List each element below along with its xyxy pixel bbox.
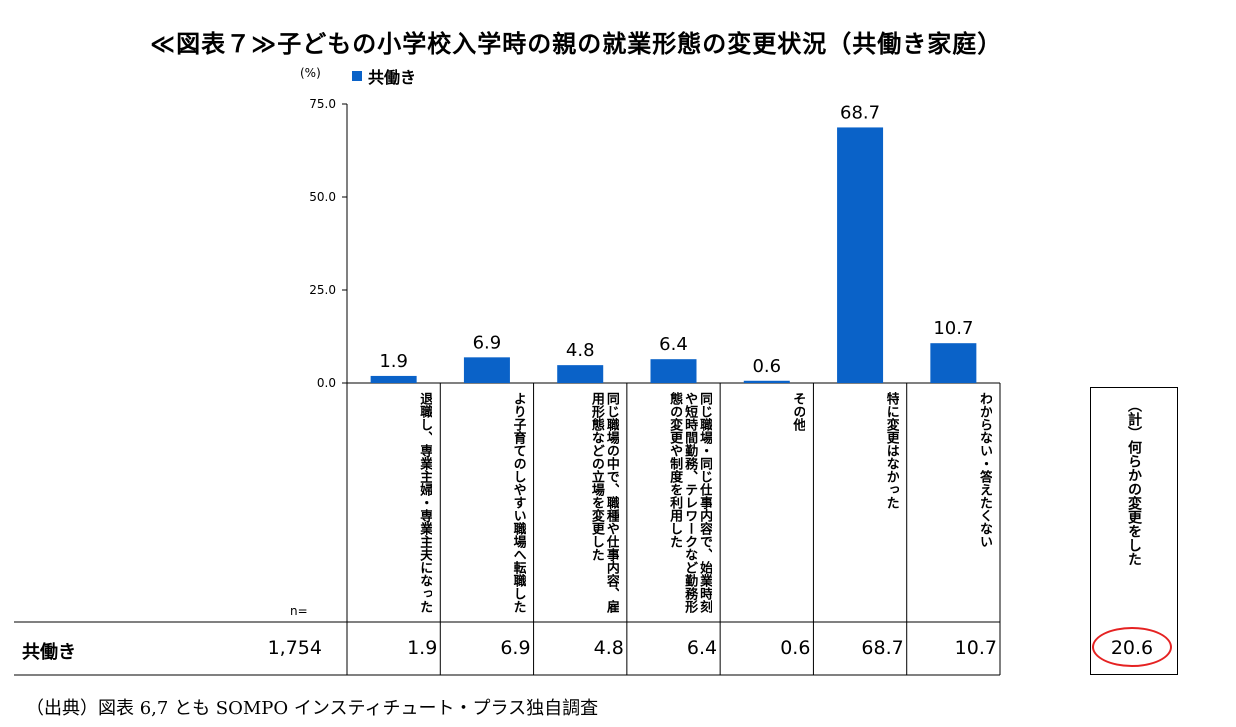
total-value: 20.6 (1110, 637, 1154, 659)
bar-value-label: 0.6 (752, 356, 781, 377)
y-tick-label: 50.0 (309, 190, 336, 204)
x-category-label: わからない・答えたくない (976, 392, 992, 548)
table-cell: 68.7 (861, 637, 904, 659)
table-cell-n: 1,754 (267, 637, 322, 659)
table-cell: 10.7 (954, 637, 997, 659)
x-category-label: より子育てのしやすい職場へ転職した (510, 392, 526, 613)
total-label: （計）何らかの変更をした (1126, 398, 1142, 566)
y-tick-label: 75.0 (309, 97, 336, 111)
table-cell: 6.4 (686, 637, 718, 659)
chart-title: ≪図表７≫子どもの小学校入学時の親の就業形態の変更状況（共働き家庭） (150, 30, 1003, 58)
bar (650, 359, 697, 383)
y-tick-label: 25.0 (309, 283, 336, 297)
x-category-label: 特に変更はなかった (883, 392, 899, 509)
bar-value-label: 6.4 (659, 334, 688, 355)
legend-swatch (352, 71, 362, 81)
x-category-label: 同じ職場・同じ仕事内容で、始業時刻や短時間勤務、テレワークなど勤務形態の変更や制… (667, 392, 713, 613)
bar-value-label: 10.7 (933, 318, 973, 339)
table-cell: 0.6 (780, 637, 811, 659)
y-tick-label: 0.0 (317, 376, 336, 390)
bar (370, 375, 417, 383)
table-cell: 4.8 (593, 637, 624, 659)
table-row-label: 共働き (22, 642, 76, 663)
bar (930, 343, 977, 383)
x-category-label: 同じ職場の中で、職種や仕事内容、雇用形態などの立場を変更した (588, 392, 619, 613)
total-box (1090, 387, 1178, 675)
legend-label: 共働き (368, 68, 417, 87)
total-highlight-oval (1092, 627, 1172, 667)
bar (463, 357, 510, 383)
bar-value-label: 6.9 (473, 332, 502, 353)
table-cell: 1.9 (407, 637, 438, 659)
source-note: （出典）図表 6,7 とも SOMPO インスティチュート・プラス独自調査 (26, 698, 599, 719)
bar-value-label: 68.7 (840, 102, 880, 123)
bar-value-label: 1.9 (379, 351, 408, 372)
bar (837, 127, 884, 383)
x-category-label: その他 (790, 392, 806, 431)
legend: 共働き (352, 64, 416, 88)
x-category-label: 退職し、専業主婦・専業主夫になった (417, 392, 433, 613)
bar (743, 380, 790, 383)
bar-value-label: 4.8 (566, 340, 595, 361)
table-cell: 6.9 (500, 637, 531, 659)
y-axis-unit: (%) (300, 66, 321, 80)
bar (557, 365, 604, 383)
n-label: n= (290, 604, 308, 618)
